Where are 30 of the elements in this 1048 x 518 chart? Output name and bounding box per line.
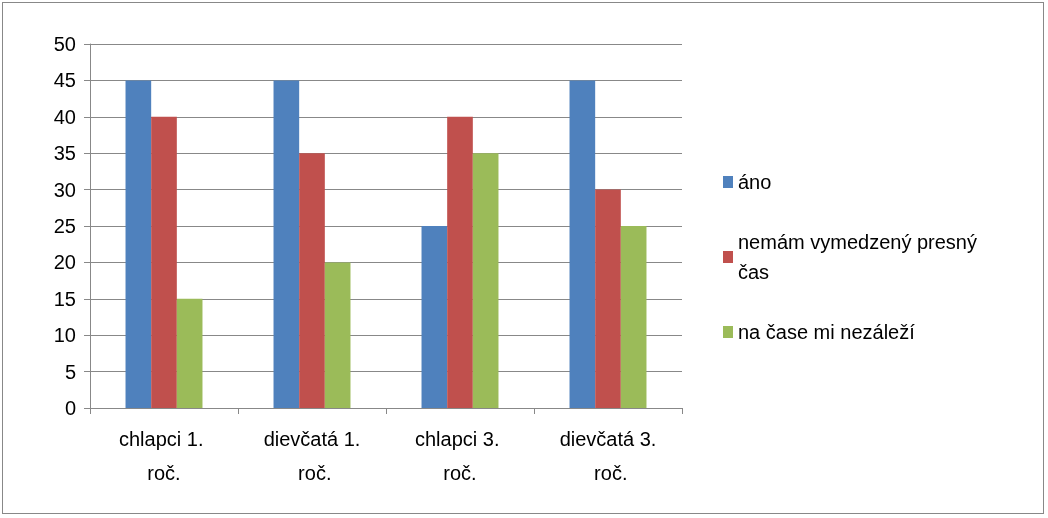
bar (595, 189, 621, 408)
legend-label: áno (738, 171, 772, 193)
bar (569, 80, 596, 408)
y-tick-label: 15 (53, 287, 76, 310)
y-tick-label: 20 (53, 251, 76, 274)
y-tick-label: 25 (53, 215, 76, 237)
y-tick-label: 45 (53, 69, 76, 92)
bar (299, 153, 325, 408)
legend-label: na čase mi nezáleží (738, 321, 916, 343)
x-tick-label: chlapci 1. roč. (118, 428, 210, 484)
legend-label: nemám vymedzený presný čas (738, 231, 983, 283)
bar (447, 116, 473, 408)
bar (151, 116, 177, 408)
x-tick-label: chlapci 3. roč. (414, 428, 506, 484)
x-tick-label: dievčatá 3. roč. (559, 428, 657, 484)
bar (176, 298, 203, 408)
y-tick-label: 35 (53, 142, 76, 165)
y-tick-label: 10 (53, 324, 76, 347)
x-tick-label: dievčatá 1. roč. (263, 428, 361, 484)
y-tick-label: 50 (53, 33, 76, 55)
bar (273, 80, 300, 408)
bar (620, 226, 647, 408)
bar (324, 262, 351, 408)
y-tick-label: 5 (64, 360, 76, 383)
bar (472, 153, 499, 408)
bar (421, 226, 448, 408)
y-tick-label: 30 (53, 178, 76, 201)
y-tick-label: 0 (64, 397, 76, 419)
bar (125, 80, 152, 408)
y-tick-label: 40 (53, 105, 76, 128)
